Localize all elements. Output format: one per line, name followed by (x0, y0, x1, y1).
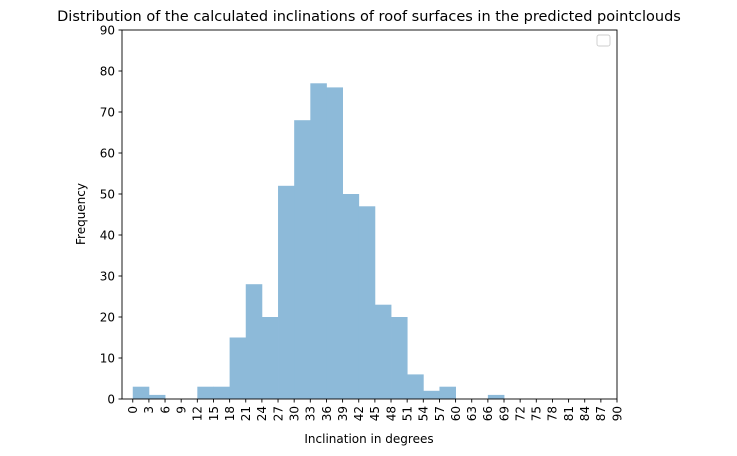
histogram-bar (310, 83, 327, 400)
x-tick-label: 81 (562, 406, 576, 421)
x-tick-label: 60 (449, 406, 463, 421)
histogram-bar (294, 120, 311, 399)
chart-title: Distribution of the calculated inclinati… (57, 9, 681, 25)
x-tick-label: 63 (465, 406, 479, 421)
y-tick-label: 80 (100, 64, 115, 78)
x-tick-label: 39 (336, 406, 350, 421)
x-tick-label: 36 (320, 406, 334, 421)
histogram-bar (358, 206, 376, 399)
y-tick-label: 40 (100, 228, 115, 242)
y-axis-title: Frequency (74, 183, 88, 245)
histogram-bar (278, 185, 295, 399)
x-tick-label: 21 (239, 406, 253, 421)
histogram-bar (213, 386, 231, 399)
x-tick-label: 48 (384, 406, 398, 421)
x-tick-label: 72 (513, 406, 527, 421)
histogram-bar (407, 374, 424, 399)
x-tick-label: 27 (271, 406, 285, 421)
histogram-bar (342, 194, 360, 399)
y-tick-label: 30 (100, 269, 115, 283)
x-tick-label: 6 (158, 406, 172, 414)
x-tick-label: 57 (433, 406, 447, 421)
histogram-bar (391, 317, 408, 399)
x-axis-title: Inclination in degrees (304, 432, 433, 446)
x-tick-label: 84 (578, 406, 592, 421)
legend-box (596, 34, 611, 47)
histogram-bar (132, 386, 150, 399)
histogram-bar (439, 386, 456, 399)
x-tick-label: 90 (610, 406, 624, 421)
histogram-bar (423, 390, 440, 399)
x-tick-label: 45 (368, 406, 382, 421)
x-tick-label: 18 (223, 406, 237, 421)
x-axis: 0 3 6 9 12 15 18 21 24 27 30 33 36 39 42 45 48 51 54 57 60 63… (126, 399, 624, 421)
y-tick-label: 20 (100, 310, 115, 324)
x-tick-label: 3 (142, 406, 156, 414)
x-tick-label: 24 (255, 406, 269, 421)
histogram-bar (229, 337, 247, 399)
y-tick-label: 50 (100, 187, 115, 201)
y-tick-label: 60 (100, 146, 115, 160)
x-tick-label: 9 (174, 406, 188, 414)
plot-frame (121, 29, 618, 400)
histogram-bar (261, 317, 279, 399)
x-tick-label: 33 (304, 406, 318, 421)
x-tick-label: 0 (126, 406, 140, 414)
y-tick-label: 90 (100, 23, 115, 37)
y-axis: 0 10 20 30 40 50 60 70 80 90 (100, 23, 122, 406)
histogram-bar (374, 304, 392, 399)
x-tick-label: 51 (400, 406, 414, 421)
histogram-bar (245, 284, 263, 399)
histogram-bar (487, 394, 505, 399)
x-tick-label: 69 (497, 406, 511, 421)
histogram-bar (326, 87, 343, 400)
x-tick-label: 12 (191, 406, 205, 421)
x-tick-label: 75 (530, 406, 544, 421)
histogram-bar (197, 386, 214, 399)
x-tick-label: 78 (546, 406, 560, 421)
histogram-bar (148, 394, 166, 399)
bars-group (132, 83, 505, 400)
x-tick-label: 15 (207, 406, 221, 421)
x-tick-label: 54 (417, 406, 431, 421)
x-tick-label: 87 (594, 406, 608, 421)
x-tick-label: 66 (481, 406, 495, 421)
x-tick-label: 42 (352, 406, 366, 421)
y-tick-label: 0 (107, 392, 115, 406)
x-tick-label: 30 (287, 406, 301, 421)
y-tick-label: 10 (100, 351, 115, 365)
y-tick-label: 70 (100, 105, 115, 119)
